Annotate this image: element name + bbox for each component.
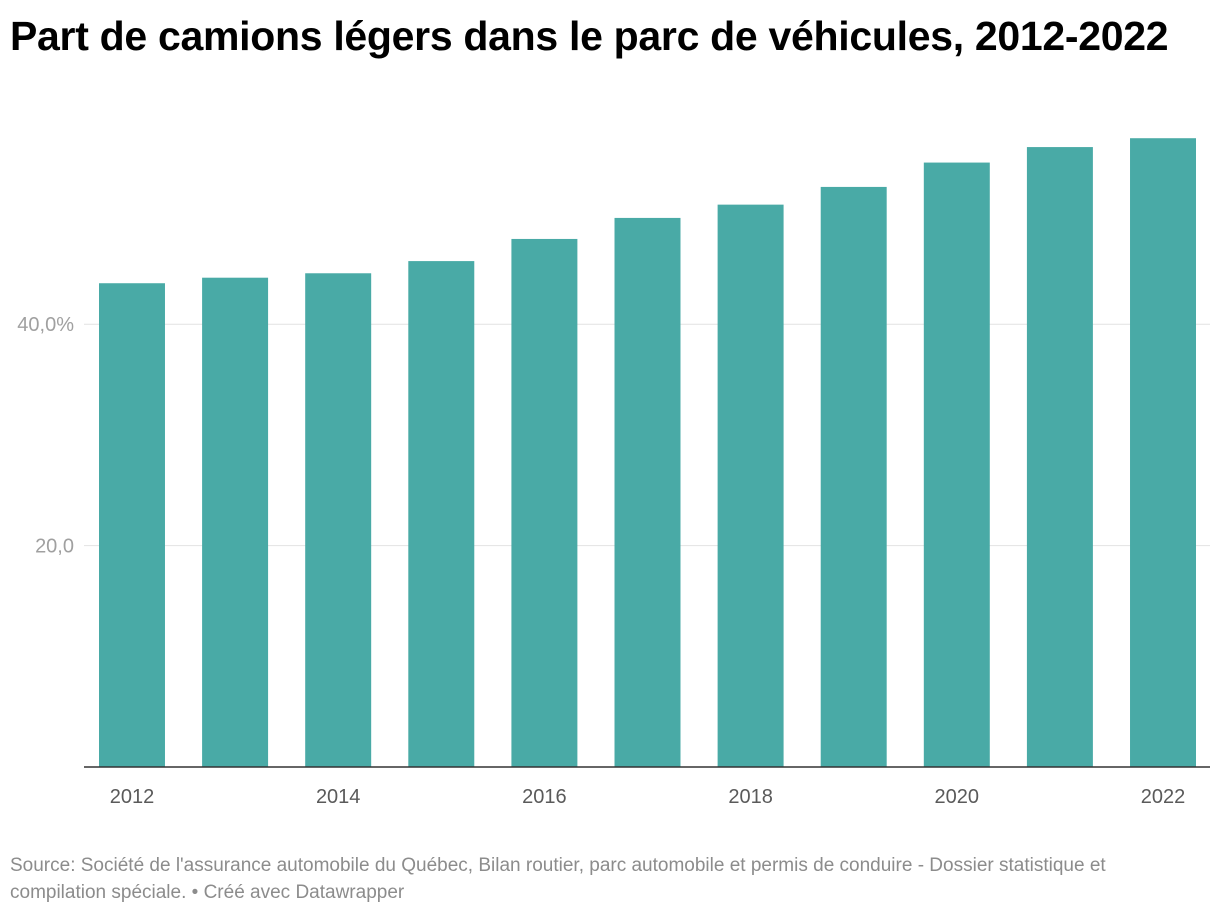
y-tick-label: 20,0 (35, 536, 74, 558)
y-axis-ticks: 20,0 40,0% (17, 314, 74, 557)
x-tick-label: 2016 (522, 786, 567, 808)
bar-2016 (511, 238, 578, 767)
x-tick-label: 2022 (1141, 786, 1186, 808)
bar-2019 (820, 186, 887, 768)
bar-2022 (1130, 138, 1196, 767)
x-tick-label: 2018 (728, 786, 773, 808)
bar-2021 (1026, 147, 1093, 767)
bar-2014 (305, 273, 372, 767)
x-axis-ticks: 2012 2014 2016 2018 2020 2022 (110, 786, 1186, 808)
bar-2018 (717, 204, 784, 767)
bar-2015 (408, 261, 475, 767)
x-tick-label: 2014 (316, 786, 361, 808)
x-tick-label: 2020 (935, 786, 980, 808)
bar-2017 (614, 217, 681, 768)
chart-title: Part de camions légers dans le parc de v… (10, 13, 1169, 59)
bar-2012 (99, 283, 165, 767)
bars (99, 138, 1196, 768)
source-note: Source: Société de l'assurance automobil… (10, 855, 1106, 903)
x-tick-label: 2012 (110, 786, 155, 808)
bar-2020 (923, 162, 990, 767)
bar-2013 (202, 277, 269, 767)
y-tick-label: 40,0% (17, 314, 74, 336)
